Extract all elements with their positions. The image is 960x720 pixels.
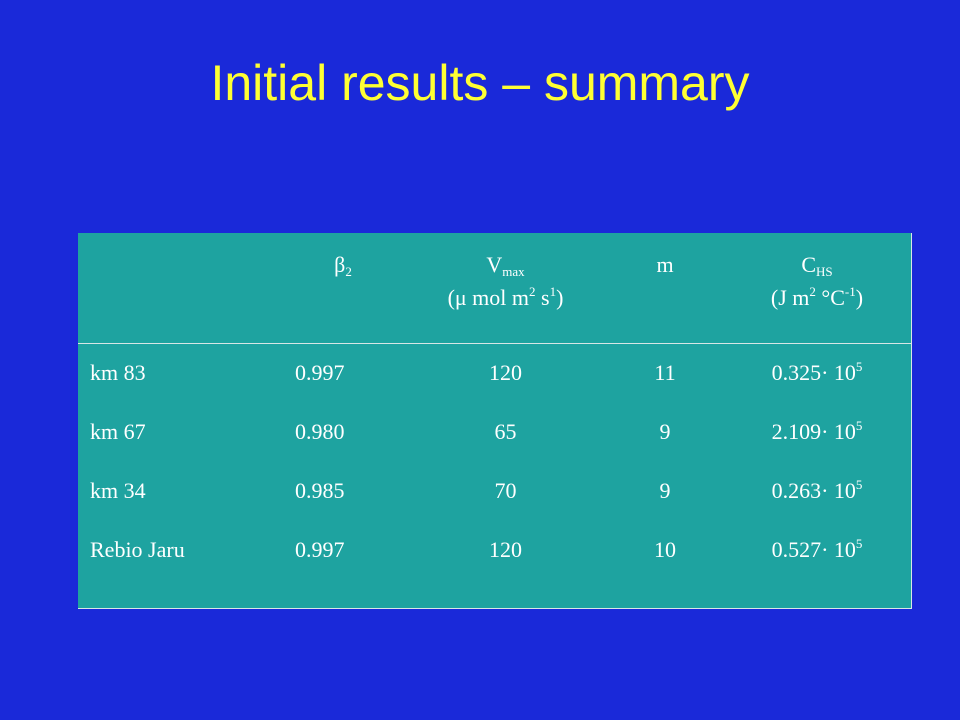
- cell-m: 9: [659, 418, 671, 444]
- cell-chs: 0.325· 105: [771, 359, 863, 386]
- cell-site: km 83: [90, 359, 146, 385]
- cell-site: Rebio Jaru: [90, 536, 185, 562]
- cell-beta: 0.985: [295, 477, 345, 503]
- header-vmax: Vmax (μ mol m2 s1): [403, 233, 608, 343]
- header-m: m: [656, 252, 674, 277]
- header-beta: β2: [334, 252, 352, 279]
- cell-vmax: 120: [489, 359, 522, 385]
- cell-m: 11: [654, 359, 676, 385]
- cell-beta: 0.980: [295, 418, 345, 444]
- cell-m: 10: [654, 536, 676, 562]
- cell-vmax: 70: [494, 477, 517, 503]
- table-row: km 83 0.997 120 11 0.325· 105: [78, 343, 912, 402]
- table-row: km 34 0.985 70 9 0.263· 105: [78, 461, 912, 520]
- cell-beta: 0.997: [295, 359, 345, 385]
- header-site: [78, 233, 283, 343]
- slide-title: Initial results – summary: [210, 55, 750, 111]
- cell-beta: 0.997: [295, 536, 345, 562]
- cell-chs: 0.527· 105: [771, 536, 863, 562]
- cell-vmax: 120: [489, 536, 522, 562]
- cell-site: km 67: [90, 418, 146, 444]
- cell-m: 9: [659, 477, 671, 503]
- header-chs-unit: (J m2 °C-1): [770, 283, 864, 310]
- table-row: Rebio Jaru 0.997 120 10 0.527· 105: [78, 520, 912, 579]
- table-row: km 67 0.980 65 9 2.109· 105: [78, 402, 912, 461]
- header-vmax-unit: (μ mol m2 s1): [447, 283, 564, 310]
- cell-chs: 0.263· 105: [771, 477, 863, 503]
- results-table: β2 Vmax (μ mol m2 s1) m CHS (J m2 °C-1) …: [78, 233, 912, 579]
- cell-vmax: 65: [494, 418, 517, 444]
- results-table-panel: β2 Vmax (μ mol m2 s1) m CHS (J m2 °C-1) …: [78, 233, 912, 609]
- header-chs: CHS (J m2 °C-1): [722, 233, 912, 343]
- cell-site: km 34: [90, 477, 146, 503]
- table-header-row: β2 Vmax (μ mol m2 s1) m CHS (J m2 °C-1): [78, 233, 912, 343]
- cell-chs: 2.109· 105: [771, 418, 863, 444]
